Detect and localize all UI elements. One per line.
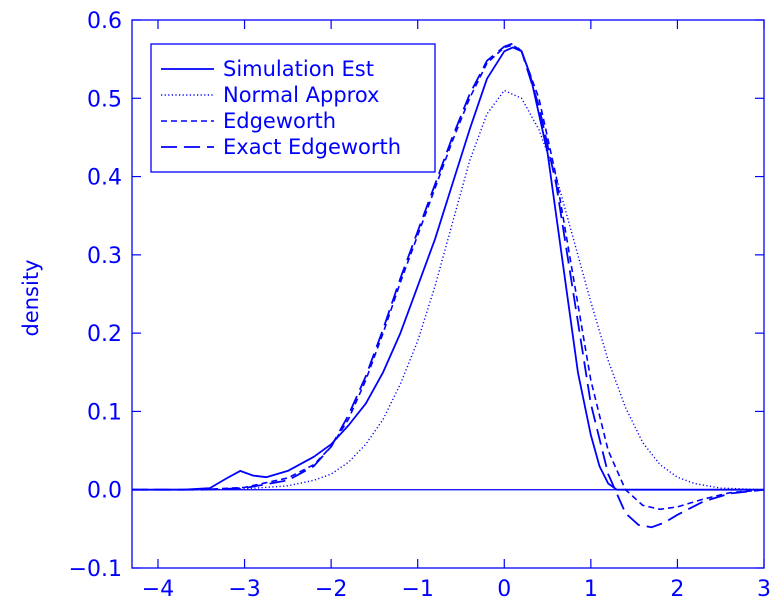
x-tick-label: 0 xyxy=(497,577,511,602)
series-lines xyxy=(132,42,765,529)
plot-border xyxy=(131,19,765,569)
series-line-simulation-est xyxy=(132,46,764,491)
y-tick-label: 0.1 xyxy=(87,400,122,425)
y-axis-label: density xyxy=(19,260,43,337)
axis-ticks: −4 −3 −2 −1 0 1 2 3 −0.1 0.0 0.1 0.2 0.3 0.4 0.5 0.6 xyxy=(69,9,771,602)
y-tick-label: 0.6 xyxy=(87,9,122,34)
legend-label: Normal Approx xyxy=(223,83,380,107)
y-tick-label: 0.2 xyxy=(87,322,122,347)
y-tick-label: 0.5 xyxy=(87,87,122,112)
x-tick-label: −1 xyxy=(401,577,433,602)
series-line-normal-approx xyxy=(132,89,765,491)
x-tick-label: −3 xyxy=(228,577,260,602)
y-tick-label: 0.3 xyxy=(87,244,122,269)
x-tick-label: −2 xyxy=(315,577,347,602)
x-tick-label: 1 xyxy=(584,577,598,602)
y-tick-label: −0.1 xyxy=(69,557,122,582)
x-tick-label: −4 xyxy=(142,577,174,602)
x-tick-label: 2 xyxy=(670,577,684,602)
legend-label: Simulation Est xyxy=(223,57,374,81)
legend-label: Exact Edgeworth xyxy=(223,135,401,159)
x-tick-label: 3 xyxy=(757,577,771,602)
y-tick-label: 0.0 xyxy=(87,479,122,504)
legend-box xyxy=(150,43,436,173)
series-line-exact-edgeworth xyxy=(132,42,765,529)
y-tick-label: 0.4 xyxy=(87,166,122,191)
legend-label: Edgeworth xyxy=(223,109,336,133)
